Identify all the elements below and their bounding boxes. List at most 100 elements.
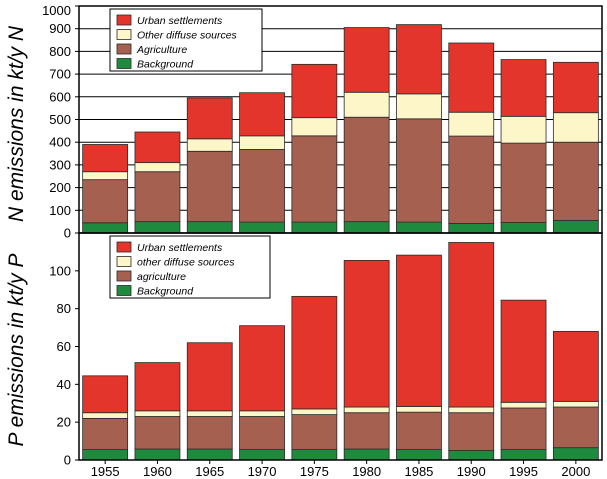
p-emissions-bar-agriculture-1985	[396, 411, 442, 451]
n-emissions-bar-background-2000	[552, 220, 599, 234]
n-emissions-chart: N emissions in kt/y N 0 100 200 300 400 500 60…	[5, 3, 603, 241]
n-emissions-bar-agriculture-1985	[396, 118, 442, 223]
p-emissions-bar-urban-settlements-1985	[396, 254, 442, 407]
p-emissions-y-tick-label: 20	[57, 415, 71, 430]
p-emissions-bar-other-diffuse-sources-1955	[82, 412, 129, 419]
n-emissions-bar-background-1960	[134, 221, 181, 234]
n-emissions-bar-urban-settlements-1985	[396, 24, 442, 95]
x-tick-label-1960: 1960	[143, 464, 172, 479]
p-emissions-y-tick-label: 100	[49, 263, 71, 278]
n-emissions-bar-agriculture-2000	[552, 141, 599, 221]
n-emissions-bar-other-diffuse-sources-1955	[82, 171, 129, 181]
n-emissions-y-tick-label: 100	[49, 203, 71, 218]
n-emissions-bar-other-diffuse-sources-1985	[396, 93, 442, 120]
p-emissions-bar-agriculture-1975	[291, 414, 338, 451]
p-emissions-legend-swatch-other-diffuse-sources	[116, 256, 132, 267]
n-emissions-y-tick-label: 700	[49, 67, 71, 82]
p-emissions-bar-background-1980	[343, 448, 390, 461]
n-emissions-bar-background-1990	[448, 223, 495, 234]
p-emissions-bar-agriculture-1970	[239, 416, 285, 450]
n-emissions-legend-box	[109, 8, 263, 72]
x-axis-tick-labels: 1955 1960 1965 1970 1975 1980 1985 1990 1995 2000	[91, 460, 590, 479]
p-emissions-bar-other-diffuse-sources-1975	[291, 408, 338, 416]
n-emissions-legend-swatch-agriculture	[116, 43, 132, 55]
n-emissions-bar-background-1955	[82, 222, 129, 234]
n-emissions-y-tick-label: 200	[49, 180, 71, 195]
p-emissions-legend-label-background: Background	[137, 286, 194, 298]
p-emissions-legend-label-agriculture: agriculture	[137, 271, 186, 283]
n-emissions-bar-agriculture-1980	[343, 116, 390, 223]
p-emissions-bar-background-1995	[500, 449, 547, 461]
n-emissions-bar-other-diffuse-sources-1980	[343, 91, 390, 118]
p-emissions-y-tick-label: 40	[57, 377, 71, 392]
p-emissions-legend-label-urban-settlements: Urban settlements	[137, 242, 223, 254]
n-emissions-bar-background-1995	[500, 222, 547, 234]
p-emissions-legend-swatch-urban-settlements	[116, 241, 132, 253]
n-emissions-bar-background-1965	[186, 221, 233, 234]
p-emissions-bar-urban-settlements-1980	[343, 260, 390, 408]
p-emissions-bar-agriculture-1955	[82, 417, 129, 450]
n-emissions-bar-other-diffuse-sources-1990	[448, 111, 495, 137]
x-tick-label-1985: 1985	[404, 464, 433, 479]
p-emissions-y-tick-label: 60	[57, 339, 71, 354]
p-emissions-bar-other-diffuse-sources-1990	[448, 406, 495, 414]
p-emissions-bar-agriculture-1995	[500, 407, 547, 451]
x-tick-label-1955: 1955	[91, 464, 120, 479]
n-emissions-bar-urban-settlements-1990	[448, 42, 495, 113]
n-emissions-y-axis-label: N emissions in kt/y N	[5, 25, 28, 222]
p-emissions-legend-swatch-agriculture	[116, 270, 132, 282]
p-emissions-bar-agriculture-2000	[552, 406, 599, 449]
n-emissions-bar-agriculture-1995	[500, 142, 547, 223]
n-emissions-legend-swatch-background	[116, 58, 132, 69]
p-emissions-bar-other-diffuse-sources-1970	[239, 410, 285, 417]
n-emissions-bar-other-diffuse-sources-1995	[500, 115, 547, 144]
n-emissions-bar-agriculture-1960	[134, 171, 181, 223]
n-emissions-bar-urban-settlements-1975	[291, 63, 338, 119]
n-emissions-bar-agriculture-1990	[448, 135, 495, 224]
p-emissions-legend: Urban settlements other diffuse sources ag…	[109, 235, 271, 299]
n-emissions-y-tick-label: 600	[49, 89, 71, 104]
p-emissions-bar-other-diffuse-sources-1995	[500, 401, 547, 409]
p-emissions-bar-background-1960	[134, 448, 181, 461]
n-emissions-bar-other-diffuse-sources-1965	[186, 138, 233, 152]
p-emissions-bar-urban-settlements-2000	[552, 330, 599, 402]
n-emissions-bar-agriculture-1965	[186, 150, 233, 223]
p-emissions-y-tick-label: 0	[64, 453, 71, 468]
n-emissions-y-tick-label: 300	[49, 157, 71, 172]
n-emissions-legend: Urban settlements Other diffuse sources Ag…	[109, 8, 263, 72]
p-emissions-bar-background-1965	[186, 448, 233, 461]
n-emissions-bar-urban-settlements-2000	[552, 61, 599, 114]
p-emissions-bar-background-1990	[448, 450, 495, 461]
n-emissions-legend-label-other-diffuse-sources: Other diffuse sources	[137, 30, 238, 42]
x-tick-label-1965: 1965	[195, 464, 224, 479]
n-emissions-bar-urban-settlements-1965	[186, 97, 233, 140]
n-emissions-y-tick-label: 900	[49, 21, 71, 36]
n-emissions-bar-background-1975	[291, 221, 338, 234]
n-emissions-bar-urban-settlements-1970	[239, 92, 285, 137]
p-emissions-bar-urban-settlements-1955	[82, 375, 129, 414]
p-emissions-bar-background-1985	[396, 449, 442, 461]
p-emissions-y-tick-label: 80	[57, 301, 71, 316]
n-emissions-bar-agriculture-1970	[239, 149, 285, 223]
n-emissions-bar-other-diffuse-sources-1970	[239, 135, 285, 150]
n-emissions-bar-background-1985	[396, 221, 442, 234]
x-tick-label-1980: 1980	[352, 464, 381, 479]
p-emissions-bar-background-1975	[291, 449, 338, 461]
p-emissions-bar-urban-settlements-1995	[500, 299, 547, 403]
n-emissions-bar-background-1970	[239, 221, 285, 234]
p-emissions-bar-urban-settlements-1965	[186, 342, 233, 412]
p-emissions-legend-box	[109, 235, 271, 299]
n-emissions-y-tick-label: 0	[64, 226, 71, 241]
x-tick-label-2000: 2000	[561, 464, 590, 479]
n-emissions-legend-label-agriculture: Agriculture	[136, 44, 187, 56]
n-emissions-bar-other-diffuse-sources-1975	[291, 117, 338, 137]
p-emissions-bar-other-diffuse-sources-1960	[134, 410, 181, 417]
n-emissions-legend-swatch-other-diffuse-sources	[116, 29, 132, 40]
p-emissions-bar-other-diffuse-sources-2000	[552, 400, 599, 408]
n-emissions-legend-label-urban-settlements: Urban settlements	[137, 15, 223, 27]
p-emissions-bar-other-diffuse-sources-1980	[343, 406, 390, 414]
n-emissions-y-tick-label: 500	[49, 112, 71, 127]
n-emissions-bar-urban-settlements-1960	[134, 131, 181, 164]
x-tick-label-1970: 1970	[248, 464, 277, 479]
